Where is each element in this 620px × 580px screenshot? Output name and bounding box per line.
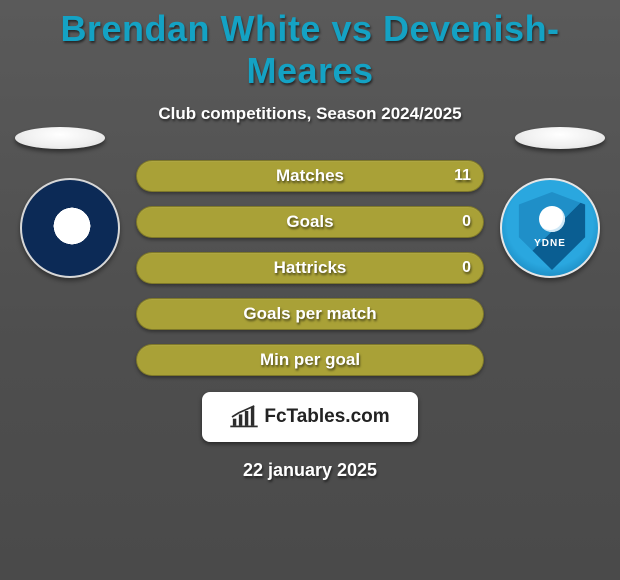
stat-value-right: 11 (454, 161, 471, 191)
stat-row: Goals 0 (136, 206, 484, 238)
chevron-icon (54, 222, 90, 242)
ball-icon (539, 206, 565, 232)
stat-label: Goals (137, 207, 483, 237)
player-oval-left (15, 127, 105, 149)
page-title: Brendan White vs Devenish-Meares (0, 0, 620, 92)
stat-value-right: 0 (462, 253, 471, 283)
brand-bar: FcTables.com (202, 392, 418, 442)
club-badge-right: YDNE (500, 178, 600, 278)
stat-value-right: 0 (462, 207, 471, 237)
stat-label: Hattricks (137, 253, 483, 283)
date-text: 22 january 2025 (0, 460, 620, 481)
stat-label: Matches (137, 161, 483, 191)
stat-label: Goals per match (137, 299, 483, 329)
stat-label: Min per goal (137, 345, 483, 375)
club-badge-left (20, 178, 120, 278)
stat-row: Matches 11 (136, 160, 484, 192)
brand-text: FcTables.com (264, 406, 389, 428)
stat-row: Goals per match (136, 298, 484, 330)
stat-row: Hattricks 0 (136, 252, 484, 284)
bar-chart-icon (230, 405, 258, 429)
stats-list: Matches 11 Goals 0 Hattricks 0 Goals per… (136, 160, 484, 376)
stat-row: Min per goal (136, 344, 484, 376)
player-oval-right (515, 127, 605, 149)
badge-right-text: YDNE (502, 238, 598, 249)
subtitle: Club competitions, Season 2024/2025 (0, 104, 620, 124)
